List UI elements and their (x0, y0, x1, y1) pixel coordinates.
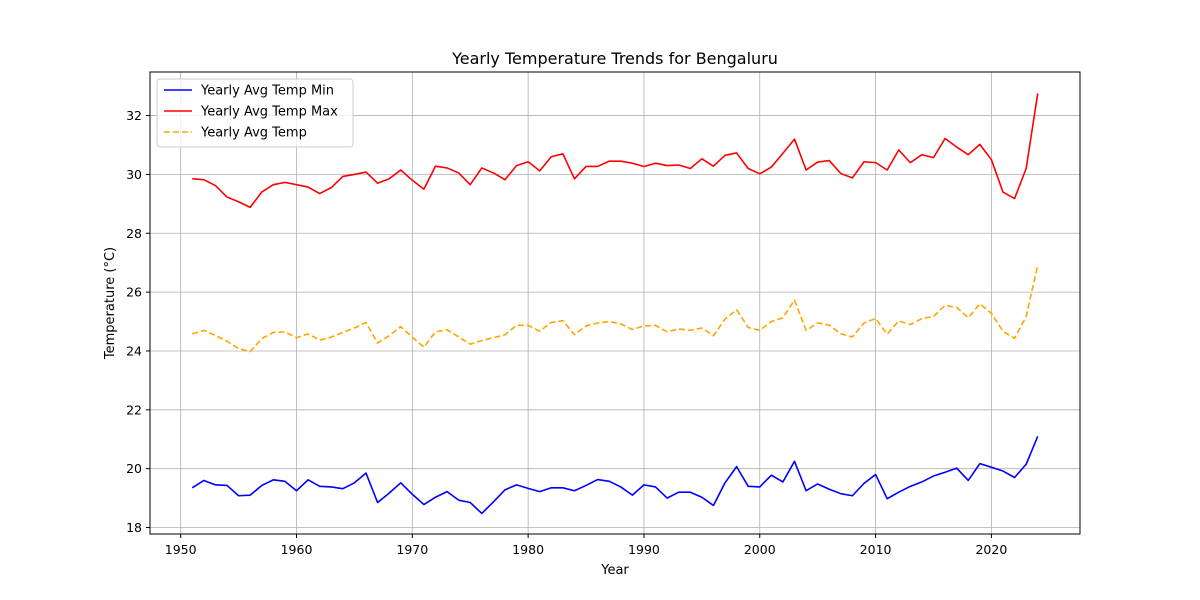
x-tick-label: 2010 (860, 542, 892, 557)
y-tick-label: 30 (126, 167, 142, 182)
x-tick-label: 1980 (512, 542, 544, 557)
x-axis-ticks: 1950 1960 1970 1980 1990 2000 2010 2020 (165, 534, 1007, 557)
y-tick-label: 20 (126, 461, 142, 476)
y-tick-label: 24 (126, 343, 142, 358)
x-tick-label: 2020 (975, 542, 1007, 557)
y-tick-label: 28 (126, 226, 142, 241)
y-axis-ticks: 18 20 22 24 26 28 30 32 (126, 108, 150, 535)
x-tick-label: 1950 (165, 542, 197, 557)
grid-lines (150, 72, 1080, 534)
plot-frame (149, 71, 1081, 535)
y-tick-label: 18 (126, 520, 142, 535)
x-tick-label: 1960 (281, 542, 313, 557)
series-layer (191, 93, 1039, 515)
legend-label-3: Yearly Avg Temp (200, 126, 307, 141)
legend-box (156, 78, 354, 148)
legend: Yearly Avg Temp Min Yearly Avg Temp Max Ye… (156, 78, 354, 148)
chart-title: Yearly Temperature Trends for Bengaluru (451, 49, 778, 68)
y-axis-label: Temperature (°C) (103, 247, 118, 360)
series-line-3 (192, 264, 1039, 353)
y-tick-label: 22 (126, 402, 142, 417)
series-line-1 (191, 435, 1039, 515)
x-axis-label: Year (600, 563, 629, 578)
x-tick-label: 1970 (396, 542, 428, 557)
series-line-2 (192, 93, 1039, 209)
y-tick-label: 32 (126, 108, 142, 123)
x-tick-label: 2000 (744, 542, 776, 557)
x-tick-label: 1990 (628, 542, 660, 557)
y-tick-label: 26 (126, 285, 142, 300)
legend-label-2: Yearly Avg Temp Max (200, 105, 338, 120)
legend-label-1: Yearly Avg Temp Min (200, 84, 334, 99)
